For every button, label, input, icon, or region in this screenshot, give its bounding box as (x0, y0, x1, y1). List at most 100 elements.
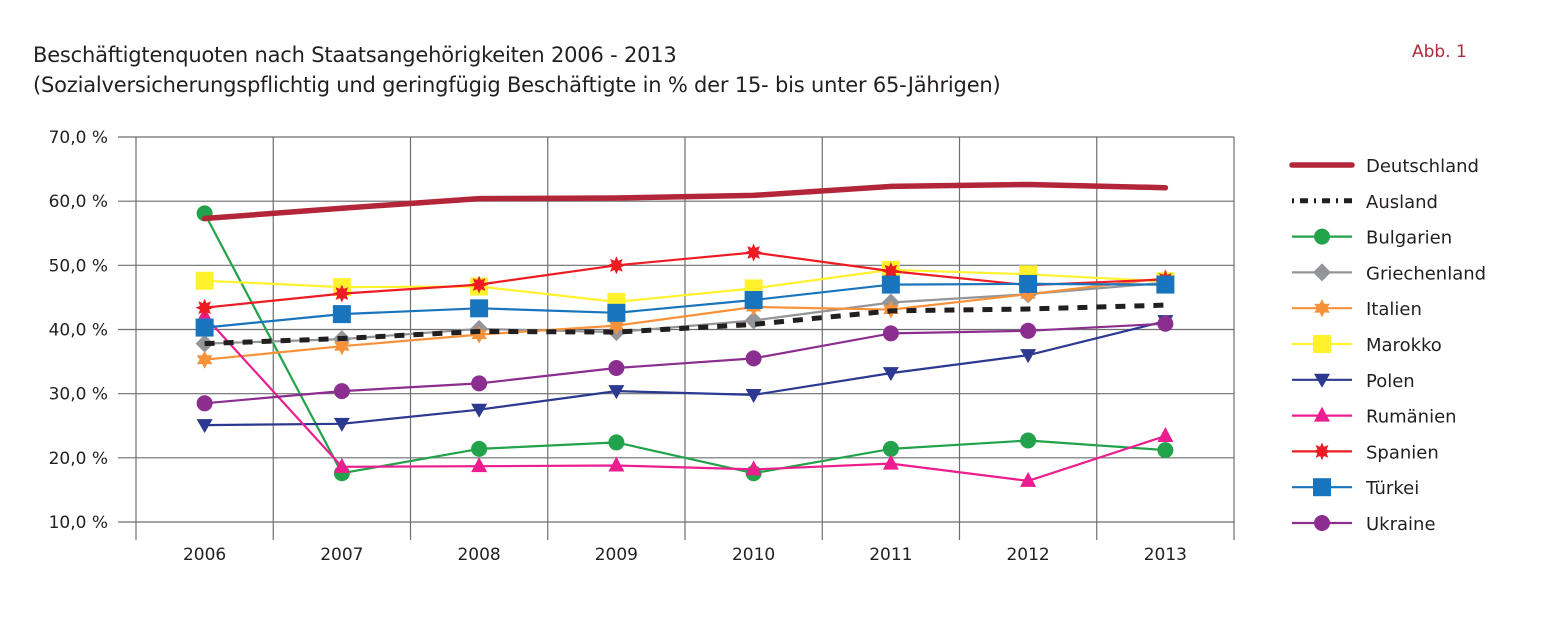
legend-marker-rumaenien (1314, 406, 1330, 422)
data-point-polen (1020, 349, 1037, 364)
legend-item-deutschland: Deutschland (1289, 156, 1479, 177)
data-point-tuerkei (607, 303, 626, 322)
data-point-tuerkei (1019, 274, 1038, 293)
data-point-polen (333, 417, 350, 432)
legend-label: Türkei (1365, 478, 1419, 499)
series-ausland (204, 302, 1166, 347)
chart-subtitle: (Sozialversicherungspflichtig und gering… (33, 73, 1001, 97)
x-tick-label: 2011 (869, 545, 912, 565)
series-line-marokko (204, 268, 1166, 303)
data-point-rumaenien (1020, 471, 1037, 487)
data-point-tuerkei (881, 275, 900, 294)
data-point-spanien (195, 298, 214, 317)
y-tick-label: 20,0 % (49, 449, 108, 469)
data-point-bulgarien (608, 434, 625, 451)
legend: Deutschland Ausland Bulgarien Griechenland I… (1289, 156, 1486, 535)
data-point-ukraine (471, 375, 488, 392)
legend-label: Griechenland (1366, 263, 1486, 284)
series-rumaenien (196, 307, 1174, 487)
data-point-tuerkei (1156, 275, 1175, 294)
data-point-bulgarien (1157, 442, 1174, 459)
x-tick-label: 2009 (595, 545, 638, 565)
series-line-bulgarien (203, 212, 1166, 475)
legend-item-griechenland: Griechenland (1292, 263, 1486, 284)
chart-title: Beschäftigtenquoten nach Staatsangehörig… (33, 43, 677, 67)
legend-marker-polen (1314, 373, 1330, 388)
legend-marker-spanien (1313, 442, 1331, 461)
series-line-italien (204, 277, 1166, 361)
data-point-tuerkei (470, 299, 489, 318)
y-tick-label: 30,0 % (49, 385, 108, 405)
legend-marker-marokko (1313, 335, 1331, 353)
series-line-ausland (204, 302, 1166, 347)
data-point-marokko (195, 271, 214, 290)
data-point-rumaenien (745, 460, 762, 476)
data-point-bulgarien (471, 440, 488, 457)
legend-label: Bulgarien (1366, 228, 1452, 249)
data-point-italien (334, 337, 350, 356)
data-point-bulgarien (882, 440, 899, 457)
data-point-polen (608, 385, 625, 400)
legend-marker-ukraine (1314, 515, 1330, 531)
x-tick-label: 2006 (183, 545, 226, 565)
legend-item-italien: Italien (1292, 299, 1422, 320)
series-line-rumaenien (203, 315, 1166, 482)
series-tuerkei (195, 274, 1175, 337)
series-ukraine (196, 315, 1174, 412)
legend-marker-tuerkei (1313, 478, 1331, 497)
data-point-italien (471, 325, 487, 344)
legend-item-ukraine: Ukraine (1292, 514, 1436, 535)
legend-label: Deutschland (1366, 156, 1479, 177)
legend-label: Rumänien (1366, 407, 1457, 428)
x-tick-label: 2013 (1144, 545, 1187, 565)
data-point-polen (471, 403, 488, 418)
data-point-rumaenien (333, 457, 350, 473)
legend-item-polen: Polen (1292, 371, 1415, 392)
data-point-ukraine (1020, 322, 1037, 339)
y-tick-label: 70,0 % (49, 128, 108, 148)
legend-label: Marokko (1366, 335, 1442, 356)
axes: 70,0 % 60,0 % 50,0 % 40,0 % 30,0 % 20,0 % 10,0… (49, 128, 1187, 565)
y-tick-label: 10,0 % (49, 513, 108, 533)
data-point-spanien (607, 256, 626, 275)
data-point-spanien (470, 275, 489, 294)
x-tick-label: 2008 (457, 545, 500, 565)
grid (118, 136, 1235, 540)
data-point-ukraine (608, 360, 625, 376)
legend-marker-italien (1314, 299, 1330, 318)
legend-marker-bulgarien (1314, 228, 1330, 245)
legend-item-tuerkei: Türkei (1292, 478, 1419, 499)
data-point-tuerkei (744, 290, 763, 309)
data-point-polen (196, 419, 213, 434)
data-point-bulgarien (1020, 432, 1037, 449)
legend-label: Polen (1366, 371, 1415, 392)
data-point-ukraine (1157, 315, 1174, 332)
data-point-ukraine (333, 383, 350, 400)
legend-item-marokko: Marokko (1292, 335, 1442, 356)
data-point-spanien (332, 284, 351, 303)
x-tick-label: 2010 (732, 545, 775, 565)
figure-label: Abb. 1 (1412, 42, 1467, 62)
series-line-ukraine (204, 322, 1166, 405)
data-point-spanien (744, 243, 763, 262)
data-point-ukraine (196, 395, 213, 412)
y-tick-label: 60,0 % (49, 192, 108, 212)
legend-marker-griechenland (1313, 263, 1331, 282)
legend-item-bulgarien: Bulgarien (1292, 228, 1452, 249)
data-point-polen (882, 367, 899, 382)
series-line-polen (204, 320, 1166, 427)
series-line-deutschland (201, 181, 1169, 222)
legend-item-ausland: Ausland (1292, 192, 1438, 213)
legend-label: Spanien (1366, 442, 1439, 463)
series-line-tuerkei (204, 282, 1166, 329)
series-line-spanien (204, 251, 1166, 309)
series-deutschland (201, 181, 1169, 222)
data-point-tuerkei (332, 305, 351, 324)
y-tick-label: 40,0 % (49, 321, 108, 341)
data-point-tuerkei (195, 318, 214, 337)
data-point-italien (608, 316, 625, 335)
data-point-rumaenien (1157, 427, 1174, 443)
data-point-rumaenien (471, 457, 488, 473)
x-tick-label: 2007 (320, 545, 363, 565)
data-point-polen (745, 388, 762, 403)
